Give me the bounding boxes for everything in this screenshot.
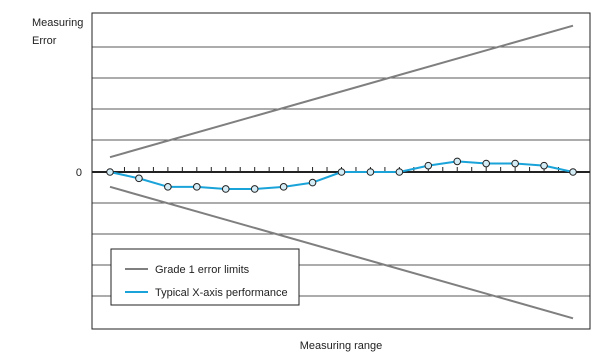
series-layer — [106, 24, 577, 320]
y-axis-label-line-1: Measuring — [32, 17, 83, 29]
typical-x-axis-performance-point-1 — [106, 168, 114, 176]
typical-x-axis-performance-point-10 — [366, 168, 375, 176]
legend-box — [110, 248, 300, 306]
typical-x-axis-performance-point-17 — [569, 168, 577, 176]
typical-x-axis-performance-point-15 — [511, 159, 519, 168]
typical-x-axis-performance-point-13 — [453, 157, 462, 166]
legend-label-grade-1-error-limits: Grade 1 error limits — [155, 264, 250, 276]
gridlines — [92, 46, 590, 297]
typical-x-axis-performance-point-5 — [221, 185, 230, 193]
y-tick-label-zero: 0 — [76, 167, 82, 179]
x-axis-label: Measuring range — [300, 340, 383, 352]
typical-x-axis-performance-point-4 — [193, 183, 201, 191]
typical-x-axis-performance-point-8 — [308, 178, 317, 187]
typical-x-axis-performance-point-2 — [135, 174, 143, 183]
typical-x-axis-performance-point-7 — [279, 183, 288, 191]
y-axis-label: Measuring Error — [32, 17, 83, 47]
y-axis-label-line-2: Error — [32, 35, 57, 47]
grade-1-lower-limit-line — [109, 185, 574, 320]
typical-x-axis-performance-point-12 — [424, 161, 433, 170]
typical-x-axis-performance-point-9 — [337, 168, 346, 176]
typical-x-axis-performance-point-11 — [395, 168, 404, 176]
legend-label-typical-x-axis-performance: Typical X-axis performance — [155, 287, 288, 299]
grade-1-upper-limit-line — [109, 24, 574, 159]
typical-x-axis-performance-point-14 — [482, 159, 490, 168]
typical-x-axis-performance-point-6 — [250, 185, 259, 193]
typical-x-axis-performance-point-16 — [540, 161, 548, 170]
legend: Grade 1 error limits Typical X-axis perf… — [110, 248, 300, 306]
typical-x-axis-performance-point-3 — [164, 183, 172, 191]
